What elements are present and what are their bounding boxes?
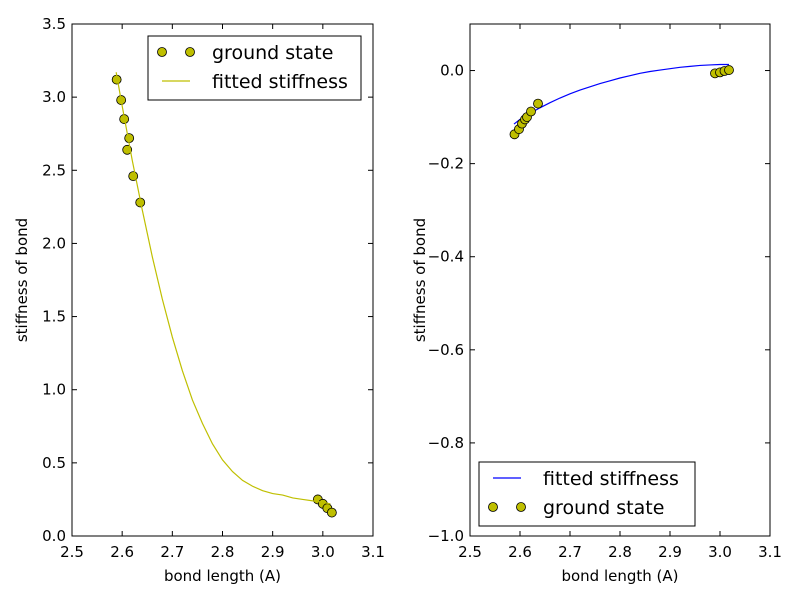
x-tick-label: 3.1 xyxy=(361,543,385,561)
x-tick-label: 2.9 xyxy=(658,543,682,561)
chart-panel-1: 2.5 2.6 2.7 2.8 2.9 3.0 3.1 0.0 0.5 1.0 1.5 2.0 2.5 3… xyxy=(13,15,385,585)
legend-label: ground state xyxy=(212,42,333,64)
y-tick-label: 0.0 xyxy=(440,62,464,80)
chart-panel-2: 2.5 2.6 2.7 2.8 2.9 3.0 3.1 −1.0 −0.8 −0.6 −0.4 −0.… xyxy=(411,23,782,585)
legend-marker xyxy=(157,47,167,57)
legend-box xyxy=(478,461,696,527)
data-point-ground-state xyxy=(724,65,734,75)
legend-marker xyxy=(185,47,195,57)
legend-label: fitted stiffness xyxy=(543,468,679,490)
y-tick-label: 1.0 xyxy=(42,381,66,399)
data-point-ground-state xyxy=(526,106,536,117)
y-tick-label: 2.5 xyxy=(42,161,66,179)
y-tick-label: 0.5 xyxy=(42,454,66,472)
x-tick-label: 2.7 xyxy=(160,543,184,561)
x-tick-label: 2.7 xyxy=(558,543,582,561)
legend-label: ground state xyxy=(543,497,664,519)
y-tick-label: −1.0 xyxy=(428,527,464,545)
plot-frame xyxy=(469,23,771,537)
x-tick-label: 3.0 xyxy=(311,543,335,561)
x-axis-label: bond length (A) xyxy=(164,567,281,585)
x-tick-label: 3.1 xyxy=(758,543,782,561)
y-tick-label: −0.6 xyxy=(428,341,464,359)
y-tick-label: 0.0 xyxy=(42,527,66,545)
data-point-ground-state xyxy=(533,98,543,109)
x-tick-label: 2.5 xyxy=(458,543,482,561)
x-tick-label: 2.9 xyxy=(261,543,285,561)
x-tick-label: 2.8 xyxy=(211,543,235,561)
x-tick-label: 3.0 xyxy=(708,543,732,561)
x-tick-label: 2.8 xyxy=(608,543,632,561)
y-axis-label: stiffness of bond xyxy=(13,218,31,342)
series-line-fitted-stiffness xyxy=(513,63,729,125)
legend-marker xyxy=(516,502,526,512)
data-point-ground-state xyxy=(326,507,337,518)
y-tick-label: 3.0 xyxy=(42,88,66,106)
legend-marker xyxy=(488,502,498,512)
y-tick-label: −0.8 xyxy=(428,434,464,452)
series-line-fitted-stiffness xyxy=(115,72,331,505)
y-tick-label: 2.0 xyxy=(42,234,66,252)
x-tick-label: 2.5 xyxy=(60,543,84,561)
y-tick-label: 3.5 xyxy=(42,15,66,33)
x-tick-label: 2.6 xyxy=(110,543,134,561)
y-tick-label: −0.2 xyxy=(428,155,464,173)
y-tick-label: −0.4 xyxy=(428,248,464,266)
legend-box xyxy=(147,35,362,101)
x-tick-label: 2.6 xyxy=(508,543,532,561)
y-tick-label: 1.5 xyxy=(42,308,66,326)
legend-label: fitted stiffness xyxy=(212,71,348,93)
y-axis-label: stiffness of bond xyxy=(411,218,429,342)
x-axis-label: bond length (A) xyxy=(561,567,678,585)
